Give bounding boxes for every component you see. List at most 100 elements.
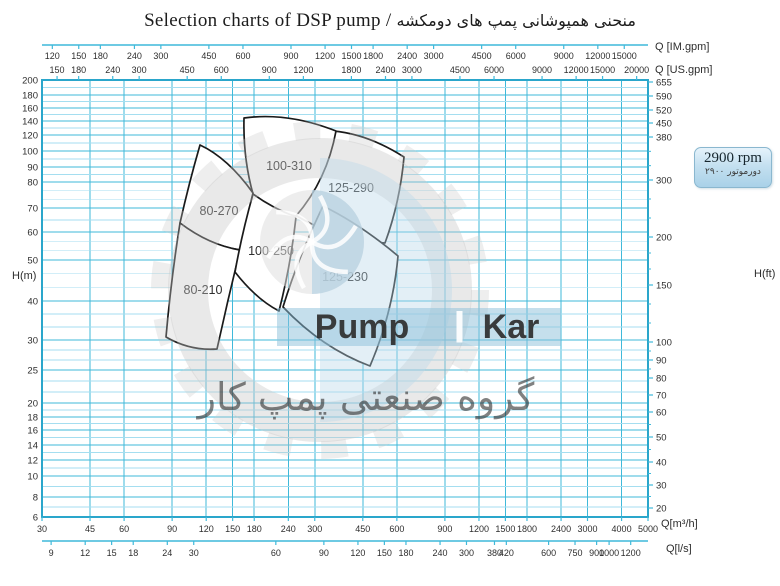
im-gpm-tick-label: 120 (45, 51, 60, 61)
us-gpm-tick-label: 6000 (484, 65, 504, 75)
rpm-badge: 2900 rpm دورموتور ۲۹۰۰ (694, 147, 772, 188)
axis-top: 120 150 180 240 300 450 600 900 1200 1500 1800 2400… (42, 41, 712, 80)
m3h-tick-label: 1800 (517, 524, 537, 534)
us-gpm-tick-label: 1800 (341, 65, 361, 75)
h-m-tick-label: 50 (27, 256, 38, 267)
us-gpm-tick-label: 12000 (564, 65, 589, 75)
h-ft-tick-label: 520 (656, 106, 672, 117)
ls-tick-label: 12 (80, 548, 90, 558)
region-outline-80-210 (165, 222, 241, 351)
title-separator: / (380, 10, 397, 31)
im-gpm-tick-label: 450 (201, 51, 216, 61)
h-m-tick-label: 180 (22, 91, 38, 102)
ls-tick-label: 180 (398, 548, 413, 558)
im-gpm-tick-label: 6000 (506, 51, 526, 61)
h-m-tick-label: 140 (22, 117, 38, 128)
watermark-brand-band (277, 308, 561, 346)
ls-tick-label: 9 (49, 548, 54, 558)
im-gpm-tick-label: 150 (71, 51, 86, 61)
us-gpm-axis-label: Q [US.gpm] (655, 64, 712, 76)
h-m-tick-label: 80 (27, 178, 38, 189)
us-gpm-tick-label: 450 (180, 65, 195, 75)
ls-tick-label: 750 (568, 548, 583, 558)
h-m-tick-label: 16 (27, 426, 38, 437)
h-m-tick-label: 70 (27, 204, 38, 215)
im-gpm-axis-label: Q [IM.gpm] (655, 41, 709, 53)
h-m-tick-label: 14 (27, 441, 38, 452)
us-gpm-tick-label: 600 (214, 65, 229, 75)
m3h-tick-label: 90 (167, 524, 177, 534)
h-ft-tick-label: 100 (656, 338, 672, 349)
region-label-100-310: 100-310 (266, 159, 312, 173)
m3h-tick-label: 240 (281, 524, 296, 534)
h-m-tick-label: 200 (22, 76, 38, 87)
us-gpm-tick-label: 180 (71, 65, 86, 75)
h-ft-tick-label: 150 (656, 281, 672, 292)
h-ft-tick-label: 450 (656, 119, 672, 130)
m3h-tick-label: 300 (307, 524, 322, 534)
watermark-brand-pump: Pump (315, 308, 409, 346)
h-ft-tick-label: 40 (656, 458, 667, 469)
ls-tick-label: 60 (271, 548, 281, 558)
h-m-tick-label: 30 (27, 336, 38, 347)
h-ft-tick-label: 70 (656, 391, 667, 402)
h-ft-tick-label: 590 (656, 92, 672, 103)
watermark-impeller-blade (310, 224, 358, 250)
watermark-persian-text: گروه صنعتی پمپ کار (196, 375, 536, 420)
watermark-impeller-blade (266, 234, 314, 260)
us-gpm-tick-label: 240 (105, 65, 120, 75)
ls-tick-label: 300 (459, 548, 474, 558)
title-english: Selection charts of DSP pump (144, 10, 381, 31)
m3h-axis-label: Q[m³/h] (661, 518, 698, 530)
im-gpm-tick-label: 900 (283, 51, 298, 61)
m3h-tick-label: 3000 (577, 524, 597, 534)
h-m-tick-label: 8 (33, 493, 38, 504)
us-gpm-tick-label: 15000 (590, 65, 615, 75)
us-gpm-tick-label: 20000 (624, 65, 649, 75)
us-gpm-tick-label: 2400 (375, 65, 395, 75)
h-m-tick-label: 60 (27, 228, 38, 239)
im-gpm-tick-label: 180 (93, 51, 108, 61)
ls-tick-label: 600 (541, 548, 556, 558)
watermark-brand-separator (456, 311, 463, 343)
h-ft-tick-label: 20 (656, 504, 667, 515)
ls-tick-label: 120 (350, 548, 365, 558)
watermark-impeller-blade (294, 240, 314, 290)
axis-left: 200 180 160 140 120 100 90 80 70 60 50 40 30 25 20 18 16… (12, 76, 38, 524)
m3h-tick-label: 150 (225, 524, 240, 534)
m3h-tick-label: 2400 (551, 524, 571, 534)
us-gpm-tick-label: 900 (262, 65, 277, 75)
ls-tick-label: 900 (589, 548, 604, 558)
h-ft-tick-label: 380 (656, 133, 672, 144)
us-gpm-tick-label: 1200 (293, 65, 313, 75)
h-ft-tick-label: 200 (656, 233, 672, 244)
ls-tick-label: 30 (189, 548, 199, 558)
ls-axis-label: Q[l/s] (666, 543, 692, 555)
m3h-tick-label: 4000 (612, 524, 632, 534)
im-gpm-tick-label: 240 (127, 51, 142, 61)
im-gpm-tick-label: 9000 (554, 51, 574, 61)
m3h-tick-label: 45 (85, 524, 95, 534)
m3h-tick-label: 450 (355, 524, 370, 534)
page-title: Selection charts of DSP pump / منحنی همپ… (0, 10, 780, 32)
h-ft-axis-label: H(ft) (754, 268, 775, 280)
h-ft-tick-label: 90 (656, 356, 667, 367)
ls-tick-label: 1200 (621, 548, 641, 558)
region-label-125-290: 125-290 (328, 181, 374, 195)
ls-tick-label: 1000 (599, 548, 619, 558)
m3h-tick-label: 60 (119, 524, 129, 534)
ls-tick-label: 15 (107, 548, 117, 558)
axis-bottom: 30 45 60 90 120 150 180 240 300 450 600 900 1200 1500… (37, 517, 698, 558)
im-gpm-tick-label: 1200 (315, 51, 335, 61)
plot-border (41, 79, 649, 518)
h-ft-tick-label: 30 (656, 481, 667, 492)
ls-tick-label: 18 (128, 548, 138, 558)
im-gpm-tick-label: 1800 (363, 51, 383, 61)
us-gpm-tick-label: 3000 (402, 65, 422, 75)
m3h-tick-label: 1500 (495, 524, 515, 534)
us-gpm-tick-label: 9000 (532, 65, 552, 75)
us-gpm-tick-label: 150 (50, 65, 65, 75)
im-gpm-tick-label: 300 (153, 51, 168, 61)
h-ft-tick-label: 80 (656, 374, 667, 385)
